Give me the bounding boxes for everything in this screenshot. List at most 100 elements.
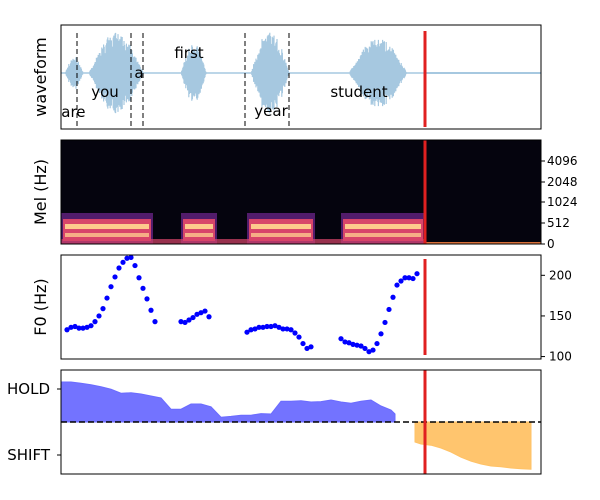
- f0-point: [132, 262, 138, 269]
- f0-point: [366, 349, 372, 355]
- turn-areas: [61, 381, 532, 470]
- mel-tick-label: 2048: [547, 175, 578, 189]
- mel-frame: [60, 139, 542, 245]
- f0-point: [96, 313, 102, 319]
- f0-point: [206, 314, 212, 320]
- f0-tick-label: 100: [549, 350, 572, 364]
- turn-frame: [60, 369, 542, 475]
- mel-band-high: [345, 233, 421, 237]
- f0-point: [382, 319, 388, 326]
- word-label: you: [91, 83, 119, 101]
- f0-point: [414, 271, 420, 277]
- mel-band-high: [185, 224, 213, 229]
- f0-point: [128, 255, 134, 261]
- f0-point: [354, 342, 360, 348]
- f0-point: [72, 323, 78, 330]
- f0-tick-label: 200: [549, 268, 572, 282]
- f0-point: [116, 265, 122, 271]
- f0-point: [342, 339, 348, 345]
- f0-point: [280, 326, 286, 332]
- mel-tick-label: 4096: [547, 154, 578, 168]
- f0-point: [292, 330, 298, 336]
- turn-tick-label: HOLD: [7, 380, 50, 398]
- word-label: student: [330, 83, 387, 101]
- waveform-envelope: [61, 32, 426, 114]
- mel-band-high: [251, 233, 311, 237]
- mel-band-mid: [183, 219, 215, 241]
- mel-tick-label: 0: [547, 237, 555, 251]
- f0-frame: [60, 254, 542, 360]
- f0-point: [358, 343, 364, 349]
- mel-band-high: [251, 224, 311, 229]
- f0-point: [308, 344, 314, 350]
- f0-point: [182, 319, 188, 326]
- word-label: year: [254, 102, 288, 120]
- mel-band-high: [65, 233, 149, 237]
- f0-plot-area: [61, 255, 541, 359]
- f0-point: [304, 345, 310, 352]
- waveform-ylabel: waveform: [31, 37, 50, 117]
- f0-point: [120, 259, 126, 265]
- f0-point: [390, 294, 396, 300]
- f0-point: [92, 319, 98, 325]
- f0-point: [76, 325, 82, 331]
- f0-point: [148, 307, 154, 313]
- f0-point: [362, 345, 368, 352]
- f0-point: [190, 314, 196, 321]
- mel-band-high: [185, 233, 213, 237]
- word-label: a: [134, 64, 143, 82]
- turn-tick-label: SHIFT: [7, 446, 51, 464]
- f0-point: [260, 324, 266, 330]
- mel-band-mid: [249, 219, 313, 241]
- f0-point: [144, 296, 150, 302]
- f0-point: [378, 331, 384, 337]
- f0-ylabel: F0 (Hz): [31, 278, 50, 335]
- f0-point: [346, 340, 352, 346]
- f0-point: [108, 284, 114, 290]
- waveform-signal: [61, 32, 541, 114]
- waveform-frame: [60, 24, 542, 130]
- f0-point: [64, 327, 70, 333]
- f0-point: [296, 334, 302, 340]
- f0-point: [338, 336, 344, 342]
- f0-points: [64, 255, 420, 355]
- mel-y-ticks: 0 512 1024 2048 4096: [541, 154, 578, 251]
- f0-point: [194, 311, 200, 317]
- f0-point: [300, 340, 306, 347]
- f0-point: [178, 319, 184, 325]
- f0-point: [84, 324, 90, 330]
- f0-point: [276, 324, 282, 330]
- f0-point: [374, 340, 380, 347]
- f0-point: [252, 326, 258, 332]
- f0-point: [394, 282, 400, 288]
- f0-point: [406, 275, 412, 281]
- f0-point: [264, 323, 270, 330]
- word-label: first: [174, 44, 203, 62]
- f0-point: [152, 319, 158, 325]
- f0-point: [104, 295, 110, 301]
- f0-point: [248, 327, 254, 333]
- f0-point: [350, 341, 356, 347]
- word-boundaries: [76, 33, 290, 129]
- mel-floor: [61, 239, 425, 244]
- mel-band-mid: [63, 219, 151, 241]
- mel-band-mid: [343, 219, 423, 241]
- hold-area: [61, 381, 396, 423]
- mel-spectrogram: [61, 213, 541, 244]
- mel-ylabel: Mel (Hz): [31, 159, 50, 225]
- f0-point: [186, 317, 192, 323]
- f0-point: [370, 347, 376, 353]
- mel-band-high: [345, 224, 421, 229]
- mel-floor-after: [425, 242, 541, 244]
- f0-point: [386, 306, 392, 313]
- f0-point: [68, 324, 74, 330]
- mel-panel: 0 512 1024 2048 4096 Mel (Hz): [31, 139, 578, 251]
- f0-point: [100, 306, 106, 312]
- f0-point: [284, 326, 290, 332]
- word-label: are: [61, 103, 85, 121]
- f0-point: [198, 310, 204, 316]
- mel-tick-label: 1024: [547, 195, 578, 209]
- f0-point: [112, 274, 118, 280]
